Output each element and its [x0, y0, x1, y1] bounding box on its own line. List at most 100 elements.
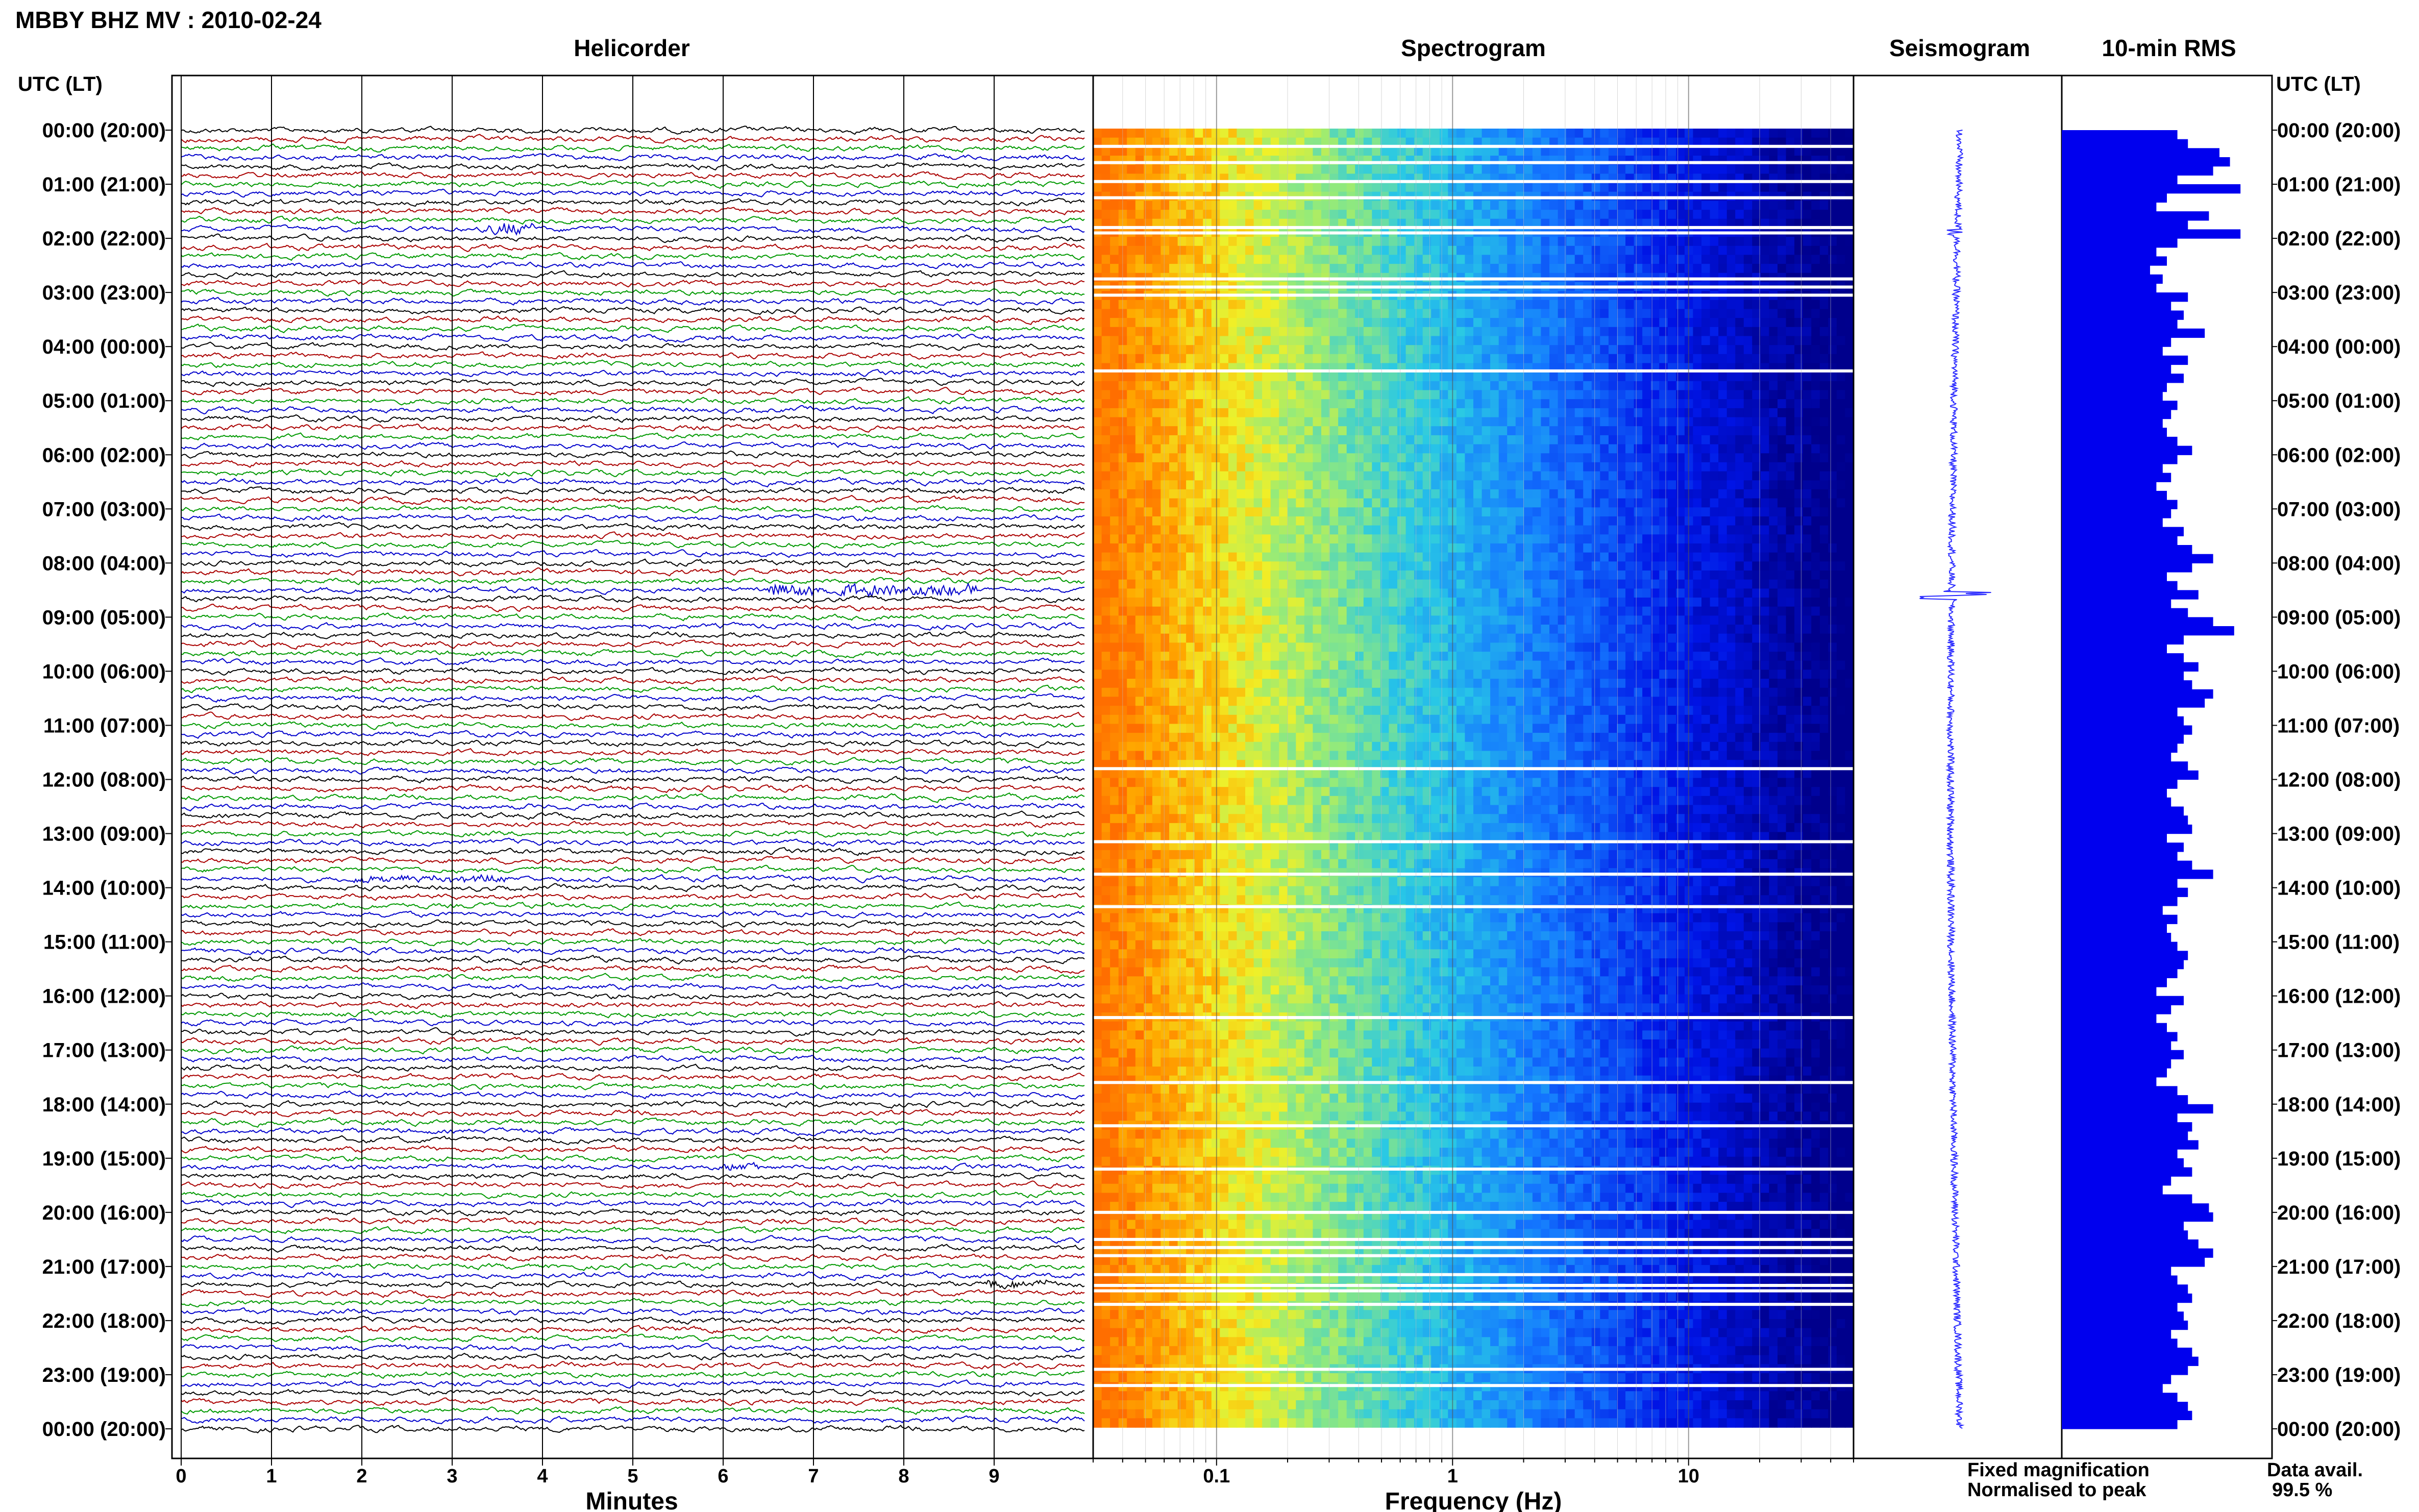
spectrogram-cell: [1203, 146, 1212, 156]
spectrogram-cell: [1600, 552, 1609, 562]
spectrogram-cell: [1127, 354, 1136, 364]
spectrogram-cell: [1490, 318, 1499, 328]
spectrogram-cell: [1110, 579, 1119, 589]
spectrogram-cell: [1253, 534, 1263, 544]
spectrogram-cell: [1397, 444, 1406, 454]
spectrogram-cell: [1279, 129, 1288, 138]
spectrogram-cell: [1262, 210, 1271, 219]
spectrogram-cell: [1329, 489, 1339, 499]
spectrogram-cell: [1507, 201, 1516, 210]
spectrogram-cell: [1515, 579, 1525, 589]
spectrogram-cell: [1786, 264, 1795, 274]
spectrogram-cell: [1642, 164, 1651, 175]
spectrogram-cell: [1803, 534, 1812, 544]
spectrogram-cell: [1422, 245, 1432, 256]
spectrogram-cell: [1524, 318, 1533, 328]
spectrogram-cell: [1701, 237, 1711, 246]
spectrogram-cell: [1329, 318, 1339, 328]
spectrogram-cell: [1355, 588, 1364, 598]
spectrogram-cell: [1693, 210, 1702, 219]
spectrogram-cell: [1735, 489, 1744, 499]
spectrogram-cell: [1270, 201, 1280, 210]
spectrogram-cell: [1778, 516, 1787, 526]
spectrogram-cell: [1177, 318, 1187, 328]
spectrogram-cell: [1389, 354, 1398, 364]
spectrogram-cell: [1778, 543, 1787, 553]
spectrogram-cell: [1144, 534, 1153, 544]
spectrogram-cell: [1811, 164, 1820, 175]
spectrogram-cell: [1693, 552, 1702, 562]
spectrogram-cell: [1676, 309, 1685, 318]
spectrogram-cell: [1355, 201, 1364, 210]
spectrogram-cell: [1828, 372, 1837, 382]
spectrogram-cell: [1558, 164, 1567, 175]
spectrogram-cell: [1346, 183, 1356, 192]
spectrogram-cell: [1498, 390, 1508, 400]
spectrogram-cell: [1220, 489, 1229, 499]
spectrogram-cell: [1743, 543, 1753, 553]
spectrogram-cell: [1786, 336, 1795, 345]
spectrogram-cell: [1811, 552, 1820, 562]
spectrogram-cell: [1541, 129, 1550, 138]
spectrogram-cell: [1532, 453, 1542, 463]
spectrogram-cell: [1465, 345, 1474, 355]
spectrogram-cell: [1845, 417, 1854, 427]
spectrogram-cell: [1329, 598, 1339, 607]
spectrogram-cell: [1169, 345, 1178, 355]
spectrogram-cell: [1169, 309, 1178, 318]
spectrogram-cell: [1819, 309, 1829, 318]
spectrogram-cell: [1710, 462, 1719, 472]
spectrogram-cell: [1752, 137, 1761, 147]
spectrogram-cell: [1760, 264, 1770, 274]
spectrogram-cell: [1414, 345, 1423, 355]
spectrogram-cell: [1828, 164, 1837, 175]
spectrogram-cell: [1397, 534, 1406, 544]
spectrogram-cell: [1431, 543, 1440, 553]
spectrogram-cell: [1431, 498, 1440, 508]
spectrogram-cell: [1600, 426, 1609, 436]
spectrogram-cell: [1237, 327, 1246, 337]
spectrogram-cell: [1135, 245, 1145, 256]
spectrogram-cell: [1372, 552, 1381, 562]
spectrogram-cell: [1574, 354, 1584, 364]
spectrogram-cell: [1439, 498, 1449, 508]
spectrogram-cell: [1228, 588, 1238, 598]
spectrogram-cell: [1465, 606, 1474, 616]
spectrogram-cell: [1245, 309, 1254, 318]
spectrogram-cell: [1203, 336, 1212, 345]
spectrogram-cell: [1735, 390, 1744, 400]
spectrogram-cell: [1743, 507, 1753, 517]
spectrogram-cell: [1693, 561, 1702, 571]
spectrogram-cell: [1634, 336, 1643, 345]
spectrogram-cell: [1819, 561, 1829, 571]
spectrogram-cell: [1270, 309, 1280, 318]
spectrogram-cell: [1507, 183, 1516, 192]
spectrogram-cell: [1803, 300, 1812, 310]
spectrogram-cell: [1549, 408, 1559, 418]
spectrogram-cell: [1735, 516, 1744, 526]
spectrogram-cell: [1161, 318, 1170, 328]
spectrogram-cell: [1778, 318, 1787, 328]
spectrogram-cell: [1819, 164, 1829, 175]
spectrogram-cell: [1177, 408, 1187, 418]
spectrogram-cell: [1735, 552, 1744, 562]
spectrogram-cell: [1845, 426, 1854, 436]
spectrogram-cell: [1405, 417, 1415, 427]
spectrogram-cell: [1220, 218, 1229, 229]
spectrogram-cell: [1253, 489, 1263, 499]
spectrogram-cell: [1583, 561, 1592, 571]
spectrogram-cell: [1456, 471, 1466, 481]
spectrogram-cell: [1794, 498, 1804, 508]
spectrogram-cell: [1819, 390, 1829, 400]
spectrogram-cell: [1473, 129, 1483, 138]
spectrogram-cell: [1726, 462, 1736, 472]
spectrogram-cell: [1414, 354, 1423, 364]
spectrogram-cell: [1541, 498, 1550, 508]
spectrogram-cell: [1253, 561, 1263, 571]
spectrogram-cell: [1346, 390, 1356, 400]
spectrogram-cell: [1439, 489, 1449, 499]
spectrogram-cell: [1161, 444, 1170, 454]
spectrogram-cell: [1845, 462, 1854, 472]
spectrogram-cell: [1101, 390, 1110, 400]
spectrogram-cell: [1405, 408, 1415, 418]
